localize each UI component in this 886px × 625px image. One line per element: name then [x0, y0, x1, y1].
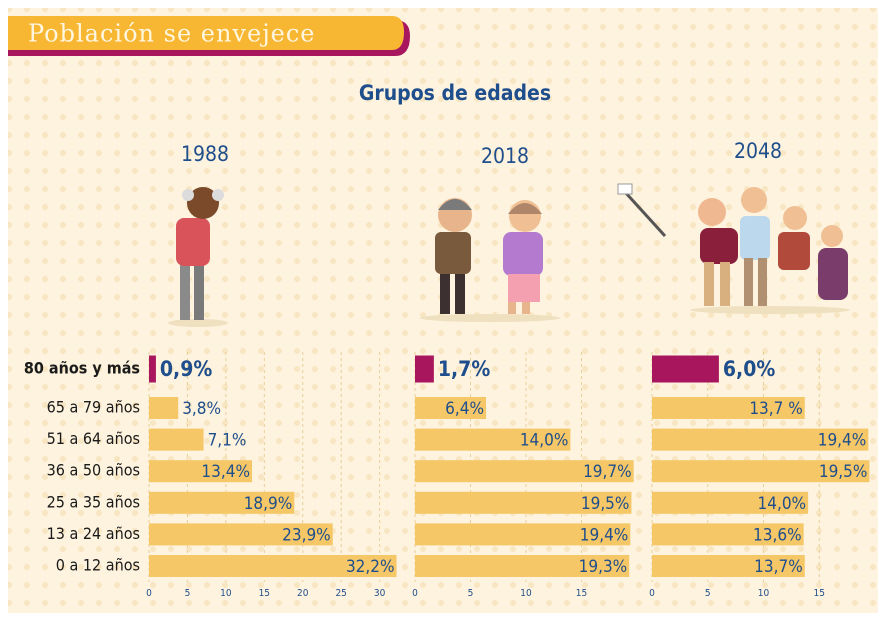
value-label: 1,7% [438, 357, 490, 381]
value-label: 13,4% [201, 462, 250, 482]
value-label: 19,5% [581, 494, 630, 514]
value-label: 3,8% [182, 399, 221, 419]
value-label: 23,9% [282, 525, 331, 545]
category-label: 13 a 24 años [47, 524, 140, 543]
value-label: 13,7 % [749, 399, 802, 419]
x-tick-label: 30 [374, 588, 386, 599]
x-tick-label: 5 [705, 588, 711, 599]
subtitle: Grupos de edades [359, 81, 551, 105]
x-tick-label: 10 [758, 588, 770, 599]
x-tick-label: 20 [297, 588, 309, 599]
infographic: Población se envejece Grupos de edades [0, 0, 886, 621]
value-label: 19,3% [579, 557, 628, 577]
value-label: 19,4% [580, 525, 629, 545]
value-label: 32,2% [346, 557, 395, 577]
bar [149, 356, 156, 383]
x-tick-label: 0 [649, 588, 655, 599]
bar [149, 429, 204, 451]
category-label: 51 a 64 años [47, 429, 140, 448]
chart-title: 2018 [481, 144, 529, 168]
category-label: 65 a 79 años [47, 398, 140, 417]
category-label: 80 años y más [24, 359, 140, 378]
x-tick-label: 10 [520, 588, 532, 599]
bar [415, 356, 434, 383]
x-tick-label: 25 [335, 588, 346, 599]
category-label: 36 a 50 años [47, 461, 140, 480]
value-label: 0,9% [160, 357, 212, 381]
value-label: 14,0% [758, 494, 807, 514]
value-label: 6,0% [723, 357, 775, 381]
value-label: 14,0% [520, 431, 569, 451]
chart-title: 2048 [734, 139, 782, 163]
category-label: 25 a 35 años [47, 492, 140, 511]
banner-title: Población se envejece [28, 20, 315, 48]
x-tick-label: 5 [185, 588, 191, 599]
value-label: 19,7% [583, 462, 632, 482]
x-tick-label: 10 [220, 588, 232, 599]
chart-title: 1988 [181, 142, 229, 166]
bar [652, 356, 719, 383]
value-label: 18,9% [244, 494, 293, 514]
value-label: 13,7% [754, 557, 803, 577]
x-tick-label: 15 [814, 588, 825, 599]
value-label: 19,5% [819, 462, 868, 482]
category-label: 0 a 12 años [56, 556, 140, 575]
bar [149, 397, 178, 419]
x-tick-label: 5 [468, 588, 474, 599]
value-label: 19,4% [818, 431, 867, 451]
x-tick-label: 0 [146, 588, 152, 599]
x-tick-label: 15 [259, 588, 270, 599]
x-tick-label: 15 [576, 588, 587, 599]
value-label: 13,6% [753, 525, 802, 545]
value-label: 6,4% [445, 399, 484, 419]
value-label: 7,1% [208, 431, 247, 451]
x-tick-label: 0 [412, 588, 418, 599]
